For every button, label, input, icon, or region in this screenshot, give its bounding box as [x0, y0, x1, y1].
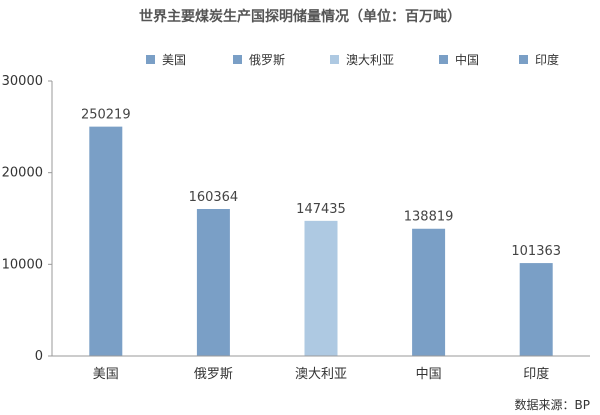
data-label: 147435: [296, 202, 346, 217]
bar: [412, 228, 446, 356]
bar: [519, 263, 553, 356]
legend-swatch: [439, 55, 448, 64]
legend-swatch: [519, 55, 528, 64]
bar: [196, 208, 230, 356]
legend-swatch: [330, 55, 339, 64]
legend-entry: 俄罗斯: [249, 53, 285, 67]
bars: 250219 160364 147435 138819 101363: [81, 108, 561, 356]
x-tick-label: 美国: [93, 367, 119, 382]
x-tick-label: 澳大利亚: [295, 366, 347, 382]
data-label: 160364: [189, 190, 239, 205]
y-axis: 0 10000 20000 30000: [2, 74, 53, 364]
legend-entry: 印度: [535, 52, 559, 67]
y-tick-label: 20000: [2, 166, 43, 181]
data-source: 数据来源：BP: [515, 397, 590, 412]
legend-entry: 美国: [162, 53, 186, 67]
y-tick-label: 0: [35, 349, 43, 364]
legend: 美国 俄罗斯 澳大利亚 中国 印度: [146, 52, 559, 67]
x-axis: 美国 俄罗斯 澳大利亚 中国 印度: [52, 355, 590, 382]
y-tick-label: 10000: [2, 257, 43, 272]
legend-swatch: [146, 55, 155, 64]
bar: [89, 126, 123, 356]
chart-title: 世界主要煤炭生产国探明储量情况（单位：百万吨）: [139, 8, 461, 25]
data-label: 250219: [81, 108, 131, 123]
legend-entry: 中国: [455, 52, 479, 67]
data-label: 138819: [404, 210, 454, 225]
legend-swatch: [233, 55, 242, 64]
x-tick-label: 俄罗斯: [194, 367, 233, 382]
x-tick-label: 中国: [416, 367, 442, 382]
data-label: 101363: [511, 244, 561, 259]
y-tick-label: 30000: [2, 74, 43, 89]
bar: [304, 220, 338, 356]
legend-entry: 澳大利亚: [346, 53, 394, 67]
x-tick-label: 印度: [523, 366, 549, 382]
